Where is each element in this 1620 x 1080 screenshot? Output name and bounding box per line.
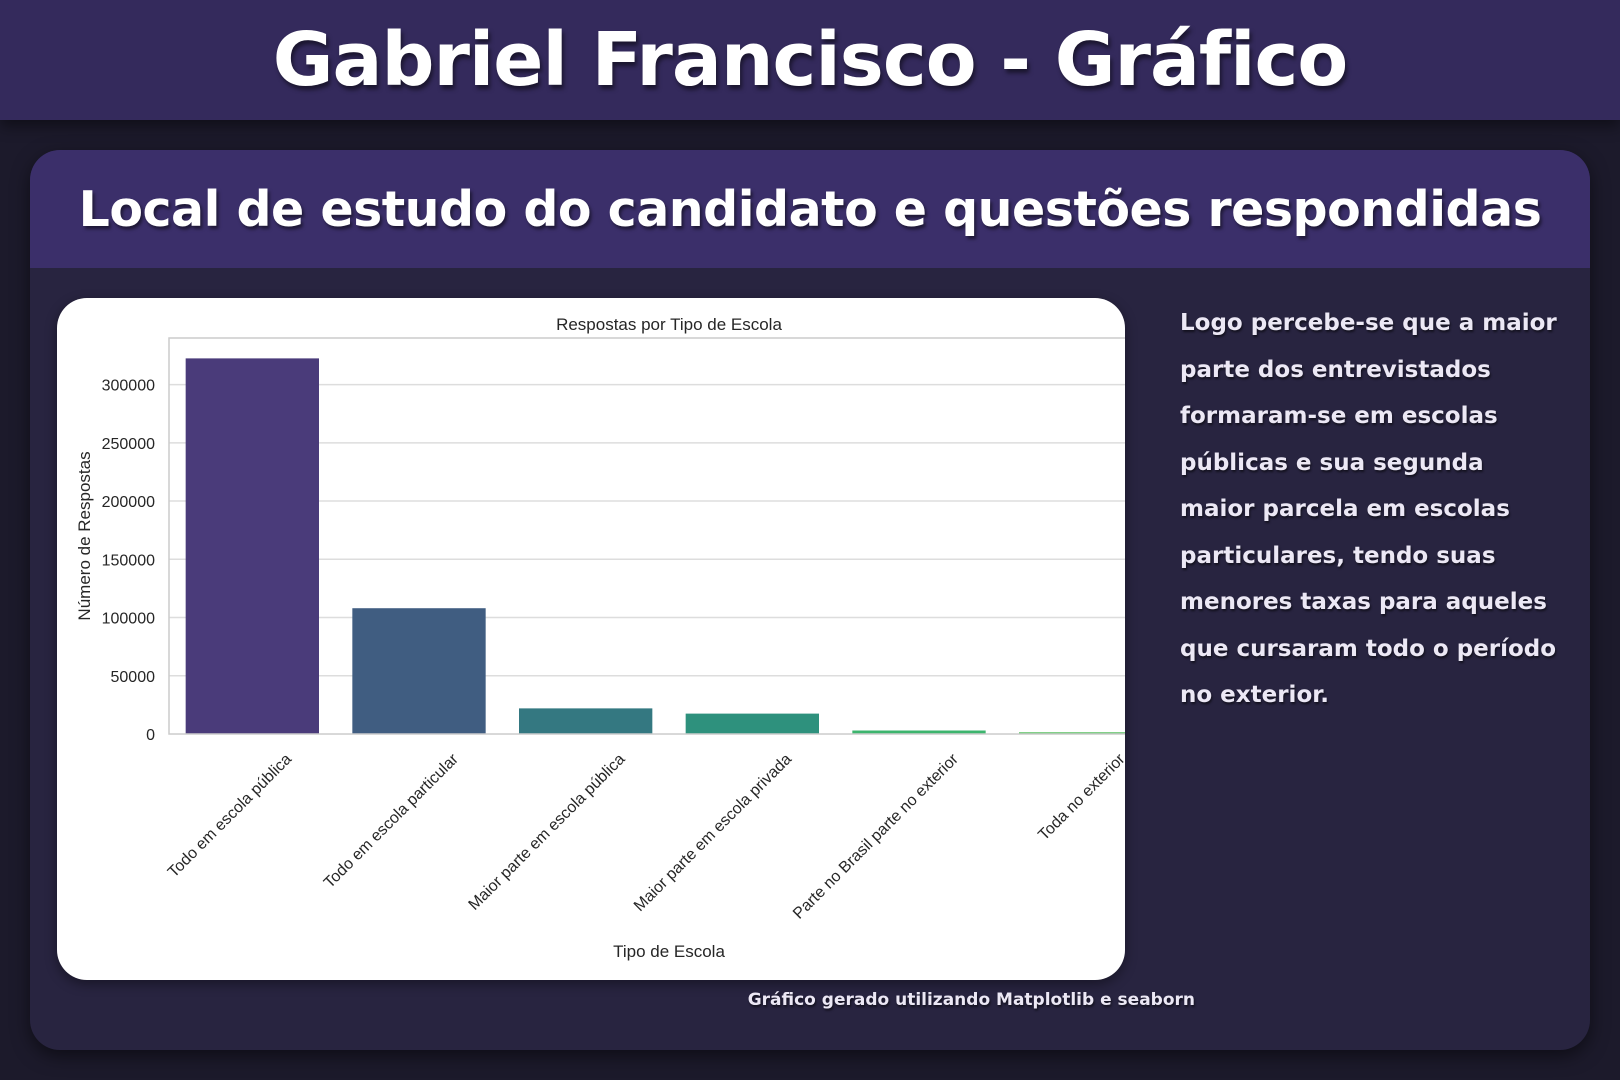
y-tick-label: 200000 — [102, 494, 155, 511]
bar-chart: 0 50000 100000 150000 200000 250000 300000 Tod… — [75, 315, 1125, 961]
y-tick-label: 300000 — [102, 378, 155, 395]
x-tick-label: Toda no exterior — [1035, 750, 1125, 844]
bar — [185, 358, 319, 734]
bar — [352, 608, 486, 734]
x-tick-label: Maior parte em escola privada — [631, 751, 795, 915]
bar — [1019, 732, 1125, 734]
plot-frame — [168, 337, 1125, 735]
bar — [519, 708, 653, 734]
chart-panel: 0 50000 100000 150000 200000 250000 300000 Tod… — [57, 298, 1125, 980]
y-tick-label: 0 — [146, 727, 155, 744]
footnote: Gráfico gerado utilizando Matplotlib e s… — [747, 990, 1195, 1010]
top-banner: Gabriel Francisco - Gráfico — [0, 0, 1620, 120]
x-tick-label: Parte no Brasil parte no exterior — [790, 750, 962, 922]
y-tick-label: 250000 — [102, 436, 155, 453]
x-tick-label: Todo em escola particular — [321, 750, 462, 891]
x-tick-label: Maior parte em escola pública — [466, 751, 629, 914]
content-card: Local de estudo do candidato e questões … — [30, 150, 1590, 1050]
chart-description: Logo percebe-se que a maior parte dos en… — [1180, 310, 1557, 708]
bar — [685, 713, 819, 734]
x-tick-label: Todo em escola pública — [165, 751, 295, 881]
card-title: Local de estudo do candidato e questões … — [78, 180, 1542, 238]
y-tick-label: 100000 — [102, 611, 155, 628]
y-tick-label: 50000 — [111, 669, 156, 686]
bar — [852, 730, 986, 734]
card-header: Local de estudo do candidato e questões … — [30, 150, 1590, 268]
y-axis-title: Número de Respostas — [75, 451, 94, 620]
y-tick-label: 150000 — [102, 552, 155, 569]
chart-title: Respostas por Tipo de Escola — [556, 315, 782, 334]
page-title: Gabriel Francisco - Gráfico — [272, 17, 1348, 103]
x-axis-title: Tipo de Escola — [613, 942, 725, 961]
